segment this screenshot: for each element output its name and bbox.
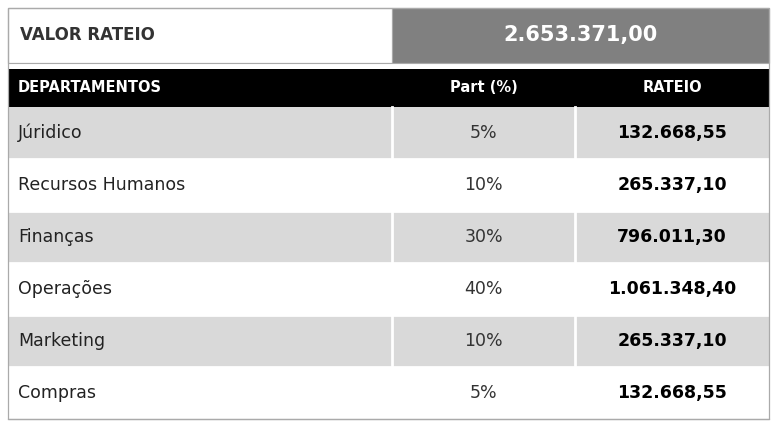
Text: 30%: 30% bbox=[465, 228, 503, 246]
Bar bbox=[8, 211, 769, 263]
Text: Finanças: Finanças bbox=[18, 228, 93, 246]
Text: 132.668,55: 132.668,55 bbox=[617, 384, 727, 402]
Text: 5%: 5% bbox=[470, 124, 497, 142]
Text: Recursos Humanos: Recursos Humanos bbox=[18, 176, 185, 194]
Bar bbox=[8, 263, 769, 315]
Bar bbox=[8, 159, 769, 211]
Bar bbox=[8, 63, 769, 69]
Text: Part (%): Part (%) bbox=[450, 81, 517, 95]
Text: Compras: Compras bbox=[18, 384, 96, 402]
Bar bbox=[392, 8, 769, 63]
Text: 40%: 40% bbox=[465, 280, 503, 298]
Bar bbox=[8, 8, 769, 63]
Bar bbox=[8, 367, 769, 419]
Text: 132.668,55: 132.668,55 bbox=[617, 124, 727, 142]
Text: 796.011,30: 796.011,30 bbox=[617, 228, 726, 246]
Text: 10%: 10% bbox=[465, 176, 503, 194]
Text: Marketing: Marketing bbox=[18, 332, 105, 350]
Bar bbox=[8, 69, 769, 107]
Text: RATEIO: RATEIO bbox=[642, 81, 702, 95]
Text: 2.653.371,00: 2.653.371,00 bbox=[503, 26, 658, 46]
Text: Júridico: Júridico bbox=[18, 124, 82, 142]
Text: 5%: 5% bbox=[470, 384, 497, 402]
Text: 265.337,10: 265.337,10 bbox=[617, 176, 726, 194]
Bar bbox=[8, 8, 392, 63]
Bar bbox=[8, 107, 769, 159]
Text: VALOR RATEIO: VALOR RATEIO bbox=[20, 26, 155, 44]
Text: 265.337,10: 265.337,10 bbox=[617, 332, 726, 350]
Text: 10%: 10% bbox=[465, 332, 503, 350]
Text: DEPARTAMENTOS: DEPARTAMENTOS bbox=[18, 81, 162, 95]
Text: 1.061.348,40: 1.061.348,40 bbox=[608, 280, 736, 298]
Bar bbox=[8, 315, 769, 367]
Text: Operações: Operações bbox=[18, 280, 112, 298]
